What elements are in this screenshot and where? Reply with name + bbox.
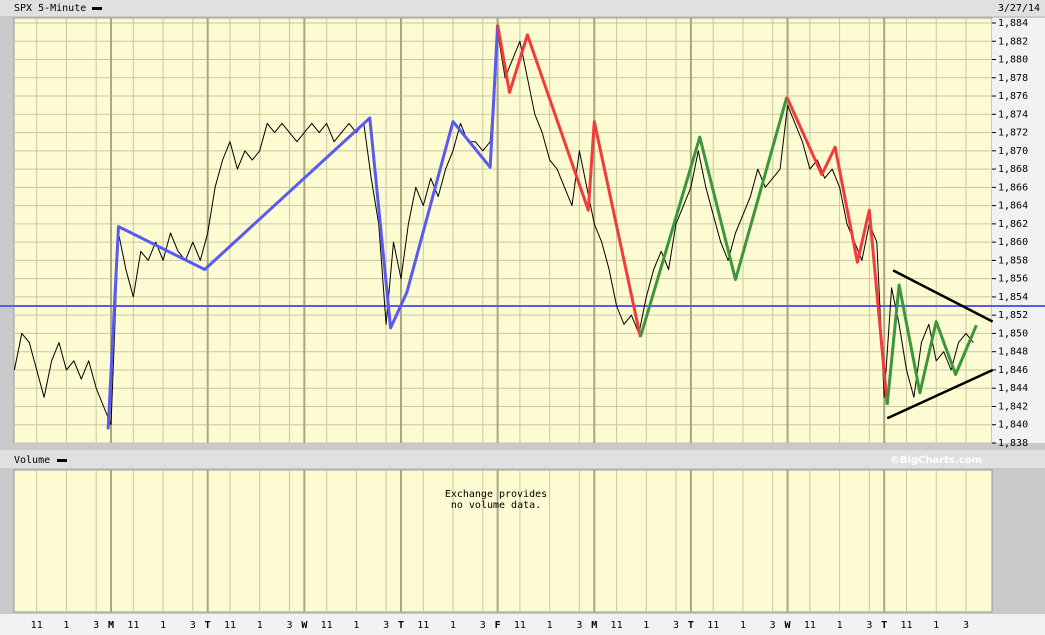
- y-tick-label: 1,848: [998, 347, 1028, 358]
- x-tick-label: 11: [514, 620, 526, 631]
- x-tick-label: 1: [63, 620, 69, 631]
- y-tick-label: 1,872: [998, 128, 1028, 139]
- x-tick-label: 1: [353, 620, 359, 631]
- x-tick-label: W: [785, 620, 792, 631]
- y-tick-label: 1,846: [998, 365, 1028, 376]
- y-tick-label: 1,850: [998, 328, 1028, 339]
- x-tick-label: 1: [547, 620, 553, 631]
- x-tick-label: 1: [160, 620, 166, 631]
- x-tick-label: 3: [673, 620, 679, 631]
- x-tick-label: M: [108, 620, 114, 631]
- x-tick-label: 1: [933, 620, 939, 631]
- x-axis-panel: [0, 614, 1045, 635]
- marks: [0, 24, 1045, 430]
- y-tick-label: 1,866: [998, 182, 1028, 193]
- x-tick-label: 3: [866, 620, 872, 631]
- x-tick-label: 1: [450, 620, 456, 631]
- y-tick-label: 1,838: [998, 438, 1028, 449]
- series-line: [886, 368, 994, 420]
- header-bar: [0, 0, 1045, 16]
- volume-note: Exchange provides: [445, 489, 547, 500]
- y-tick-label: 1,860: [998, 237, 1028, 248]
- volume-title: Volume: [14, 455, 50, 466]
- y-axis-panel: [992, 18, 1045, 443]
- x-tick-label: T: [398, 620, 404, 631]
- y-tick-label: 1,862: [998, 219, 1028, 230]
- x-tick-label: 3: [963, 620, 969, 631]
- legend-key: [92, 7, 102, 10]
- date-label: 3/27/14: [998, 3, 1040, 14]
- y-tick-label: 1,876: [998, 91, 1028, 102]
- x-tick-label: T: [881, 620, 887, 631]
- x-tick-label: 3: [480, 620, 486, 631]
- y-tick-label: 1,840: [998, 420, 1028, 431]
- x-tick-label: T: [688, 620, 694, 631]
- series-line: [106, 24, 500, 430]
- x-tick-label: 11: [224, 620, 236, 631]
- x-tick-label: 11: [804, 620, 816, 631]
- y-tick-label: 1,864: [998, 201, 1028, 212]
- y-tick-label: 1,874: [998, 109, 1028, 120]
- x-tick-label: 1: [257, 620, 263, 631]
- x-tick-label: 11: [900, 620, 912, 631]
- x-tick-label: 3: [93, 620, 99, 631]
- volume-note: no volume data.: [451, 500, 541, 511]
- y-tick-label: 1,856: [998, 274, 1028, 285]
- y-tick-label: 1,884: [998, 18, 1028, 29]
- x-tick-label: 3: [286, 620, 292, 631]
- x-tick-label: 11: [31, 620, 43, 631]
- volume-area: [13, 469, 993, 613]
- x-tick-label: 3: [190, 620, 196, 631]
- x-tick-label: 3: [576, 620, 582, 631]
- series-line: [496, 24, 642, 338]
- y-tick-label: 1,870: [998, 146, 1028, 157]
- x-tick-label: 11: [127, 620, 139, 631]
- y-tick-label: 1,844: [998, 383, 1028, 394]
- y-tick-label: 1,880: [998, 55, 1028, 66]
- series-line: [892, 269, 994, 323]
- y-tick-label: 1,854: [998, 292, 1028, 303]
- y-tick-label: 1,868: [998, 164, 1028, 175]
- x-tick-label: 11: [417, 620, 429, 631]
- chart-title: SPX 5-Minute: [14, 3, 86, 14]
- x-tick-label: W: [301, 620, 308, 631]
- x-tick-label: 1: [740, 620, 746, 631]
- x-tick-label: 3: [770, 620, 776, 631]
- x-tick-label: 11: [321, 620, 333, 631]
- x-tick-label: T: [205, 620, 211, 631]
- legend-key: [57, 459, 67, 462]
- series-line: [885, 283, 978, 405]
- series-line: [785, 96, 889, 405]
- x-tick-label: 1: [837, 620, 843, 631]
- plot-area: [13, 17, 993, 444]
- y-tick-label: 1,878: [998, 73, 1028, 84]
- x-tick-label: M: [591, 620, 597, 631]
- y-tick-label: 1,882: [998, 36, 1028, 47]
- credit: ©BigCharts.com: [890, 455, 982, 466]
- x-tick-label: 11: [707, 620, 719, 631]
- x-tick-label: 1: [643, 620, 649, 631]
- volume-header-bar: [0, 450, 1045, 468]
- x-tick-label: F: [495, 620, 501, 631]
- y-tick-label: 1,852: [998, 310, 1028, 321]
- series-line: [638, 96, 789, 338]
- y-tick-label: 1,858: [998, 255, 1028, 266]
- x-tick-label: 11: [611, 620, 623, 631]
- y-tick-label: 1,842: [998, 401, 1028, 412]
- x-tick-label: 3: [383, 620, 389, 631]
